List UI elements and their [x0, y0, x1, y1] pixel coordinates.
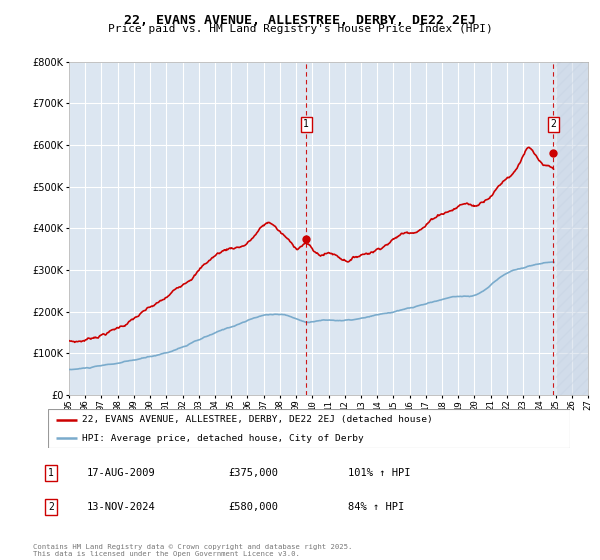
Text: £580,000: £580,000 [228, 502, 278, 512]
Text: 2: 2 [551, 119, 556, 129]
Text: 1: 1 [48, 468, 54, 478]
Text: HPI: Average price, detached house, City of Derby: HPI: Average price, detached house, City… [82, 433, 364, 443]
Text: 2: 2 [48, 502, 54, 512]
Text: 84% ↑ HPI: 84% ↑ HPI [348, 502, 404, 512]
Text: 22, EVANS AVENUE, ALLESTREE, DERBY, DE22 2EJ: 22, EVANS AVENUE, ALLESTREE, DERBY, DE22… [124, 14, 476, 27]
Bar [556, 62, 588, 395]
Text: Price paid vs. HM Land Registry's House Price Index (HPI): Price paid vs. HM Land Registry's House … [107, 24, 493, 34]
Text: £375,000: £375,000 [228, 468, 278, 478]
Text: 1: 1 [304, 119, 309, 129]
Text: 101% ↑ HPI: 101% ↑ HPI [348, 468, 410, 478]
Text: 13-NOV-2024: 13-NOV-2024 [87, 502, 156, 512]
Text: 17-AUG-2009: 17-AUG-2009 [87, 468, 156, 478]
Text: 22, EVANS AVENUE, ALLESTREE, DERBY, DE22 2EJ (detached house): 22, EVANS AVENUE, ALLESTREE, DERBY, DE22… [82, 416, 433, 424]
Text: Contains HM Land Registry data © Crown copyright and database right 2025.
This d: Contains HM Land Registry data © Crown c… [33, 544, 352, 557]
